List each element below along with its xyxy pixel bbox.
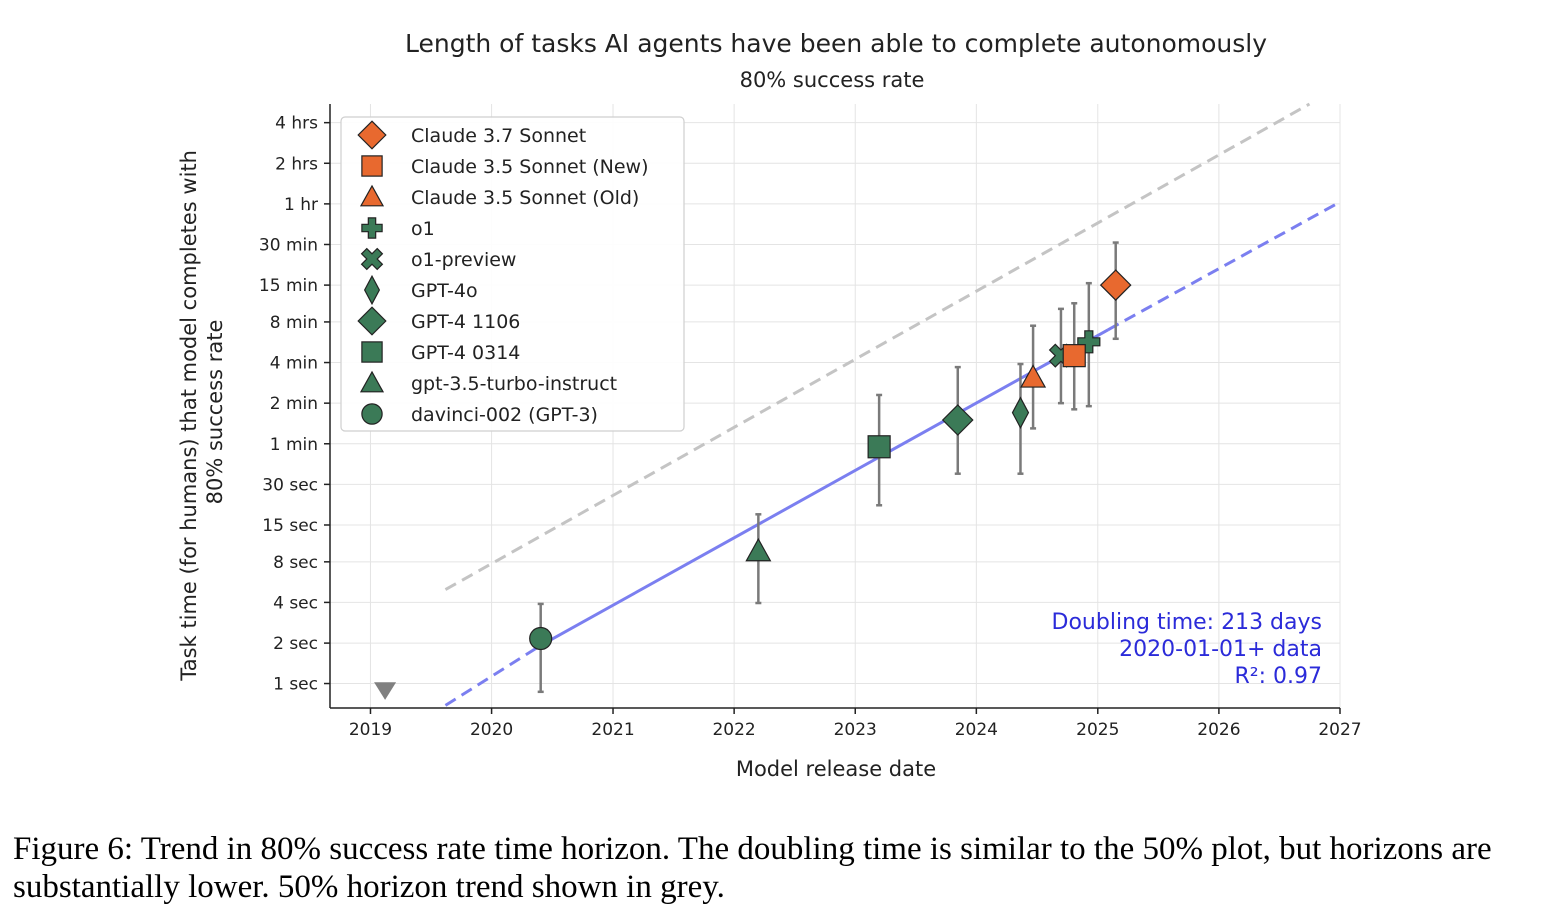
y-tick-label: 1 hr bbox=[284, 195, 318, 215]
data-point-gpt-4-1106 bbox=[941, 365, 974, 475]
point-marker bbox=[529, 626, 553, 651]
x-tick-label: 2022 bbox=[712, 720, 755, 740]
legend-label: Claude 3.7 Sonnet bbox=[411, 125, 586, 147]
x-tick-label: 2021 bbox=[591, 720, 634, 740]
y-tick-label: 2 min bbox=[270, 394, 318, 414]
legend-marker-shape bbox=[360, 247, 384, 271]
annotation-line: R²: 0.97 bbox=[1235, 664, 1323, 689]
y-tick-label: 15 min bbox=[259, 276, 318, 296]
legend-label: Claude 3.5 Sonnet (New) bbox=[411, 156, 649, 178]
data-point-gpt-4-0314 bbox=[867, 393, 891, 507]
point-marker bbox=[1020, 364, 1047, 388]
legend-entry: davinci-002 (GPT-3) bbox=[361, 403, 598, 426]
point-marker bbox=[1099, 269, 1132, 301]
y-tick-label: 1 min bbox=[270, 435, 318, 455]
point-marker bbox=[941, 404, 974, 436]
y-tick-label: 8 sec bbox=[273, 553, 318, 573]
point-marker bbox=[745, 537, 772, 562]
x-tick-label: 2023 bbox=[834, 720, 877, 740]
y-tick-label: 15 sec bbox=[262, 516, 318, 536]
data-points bbox=[374, 241, 1132, 700]
y-tick-label: 30 min bbox=[259, 235, 318, 255]
legend-marker bbox=[357, 306, 387, 336]
data-point-davinci-002-gpt-3- bbox=[529, 602, 553, 694]
legend-entry: gpt-3.5-turbo-instruct bbox=[359, 370, 617, 395]
legend-label: o1-preview bbox=[411, 249, 516, 271]
legend-marker bbox=[361, 403, 383, 425]
data-point-claude-3-7-sonnet bbox=[1099, 241, 1132, 341]
x-tick-label: 2019 bbox=[349, 720, 392, 740]
below-range-marker bbox=[374, 682, 397, 700]
legend-marker bbox=[357, 120, 387, 150]
legend-marker bbox=[359, 370, 385, 393]
y-tick-label: 4 min bbox=[270, 354, 318, 374]
annotation-line: Doubling time: 213 days bbox=[1052, 610, 1322, 635]
data-point-gpt-3-5-turbo-instruct bbox=[745, 513, 772, 605]
y-axis-label-line-2: 80% success rate bbox=[203, 320, 227, 505]
legend-label: GPT-4o bbox=[411, 280, 478, 302]
y-tick-label: 4 sec bbox=[273, 593, 318, 613]
y-tick-label: 4 hrs bbox=[275, 114, 318, 134]
point-marker bbox=[1062, 344, 1086, 368]
y-tick-label: 30 sec bbox=[262, 475, 318, 495]
legend-label: o1 bbox=[411, 218, 435, 240]
legend-entry: GPT-4 0314 bbox=[361, 341, 520, 364]
legend-entry: o1-preview bbox=[360, 247, 516, 271]
data-point-claude-3-5-sonnet-old- bbox=[1020, 324, 1047, 430]
x-tick-label: 2024 bbox=[955, 720, 998, 740]
x-tick-label: 2025 bbox=[1076, 720, 1119, 740]
legend-marker bbox=[361, 341, 383, 363]
x-tick-label: 2027 bbox=[1318, 720, 1361, 740]
chart-title: Length of tasks AI agents have been able… bbox=[405, 29, 1267, 58]
y-tick-label: 2 hrs bbox=[275, 154, 318, 174]
legend: Claude 3.7 Sonnet Claude 3.5 Sonnet (New)… bbox=[340, 116, 685, 432]
annotation-line: 2020-01-01+ data bbox=[1119, 637, 1322, 662]
legend-marker bbox=[363, 274, 381, 306]
trend-line-50-dashed bbox=[444, 102, 1311, 591]
legend-label: Claude 3.5 Sonnet (Old) bbox=[411, 187, 639, 209]
trend-line-80-solid bbox=[539, 328, 1109, 647]
axes: 2019 2020 2021 2022 2023 2024 2025 2026 2027 4 hr… bbox=[259, 104, 1362, 740]
legend-box bbox=[340, 116, 685, 432]
legend-marker bbox=[360, 247, 384, 271]
x-tick-label: 2020 bbox=[470, 720, 513, 740]
legend-marker bbox=[359, 184, 385, 207]
legend-entry: GPT-4o bbox=[363, 274, 478, 306]
x-tick-label: 2026 bbox=[1197, 720, 1240, 740]
trend-lines bbox=[444, 102, 1341, 707]
legend-marker bbox=[361, 217, 383, 239]
figure-caption: Figure 6: Trend in 80% success rate time… bbox=[13, 831, 1492, 905]
legend-entry: Claude 3.5 Sonnet (Old) bbox=[359, 184, 639, 209]
legend-entry: GPT-4 1106 bbox=[357, 306, 520, 336]
data-point-gpt-4o bbox=[1011, 362, 1030, 475]
x-axis-label: Model release date bbox=[736, 757, 936, 781]
legend-entry: Claude 3.5 Sonnet (New) bbox=[361, 155, 649, 178]
y-tick-label: 1 sec bbox=[273, 675, 318, 695]
point-marker bbox=[1077, 330, 1101, 354]
point-marker bbox=[1011, 396, 1030, 429]
legend-label: GPT-4 0314 bbox=[411, 342, 520, 364]
legend-marker bbox=[361, 155, 383, 177]
legend-entry: Claude 3.7 Sonnet bbox=[357, 120, 586, 150]
y-tick-label: 8 min bbox=[270, 313, 318, 333]
chart-subtitle: 80% success rate bbox=[740, 68, 925, 92]
y-tick-label: 2 sec bbox=[273, 634, 318, 654]
trend-line-80-dashed bbox=[1107, 200, 1341, 332]
legend-entry: o1 bbox=[361, 217, 435, 240]
y-axis-label-line-1: Task time (for humans) that model comple… bbox=[177, 150, 201, 682]
legend-label: gpt-3.5-turbo-instruct bbox=[411, 373, 617, 395]
legend-label: GPT-4 1106 bbox=[411, 311, 520, 333]
y-axis-label: Task time (for humans) that model comple… bbox=[177, 143, 227, 681]
point-marker bbox=[867, 435, 891, 459]
legend-label: davinci-002 (GPT-3) bbox=[411, 404, 598, 426]
data-point-claude-3-5-sonnet-new- bbox=[1062, 302, 1086, 411]
chart: Length of tasks AI agents have been able… bbox=[177, 29, 1362, 781]
trend-line-80-dashed bbox=[444, 644, 542, 707]
data-point-o1 bbox=[1077, 281, 1101, 408]
